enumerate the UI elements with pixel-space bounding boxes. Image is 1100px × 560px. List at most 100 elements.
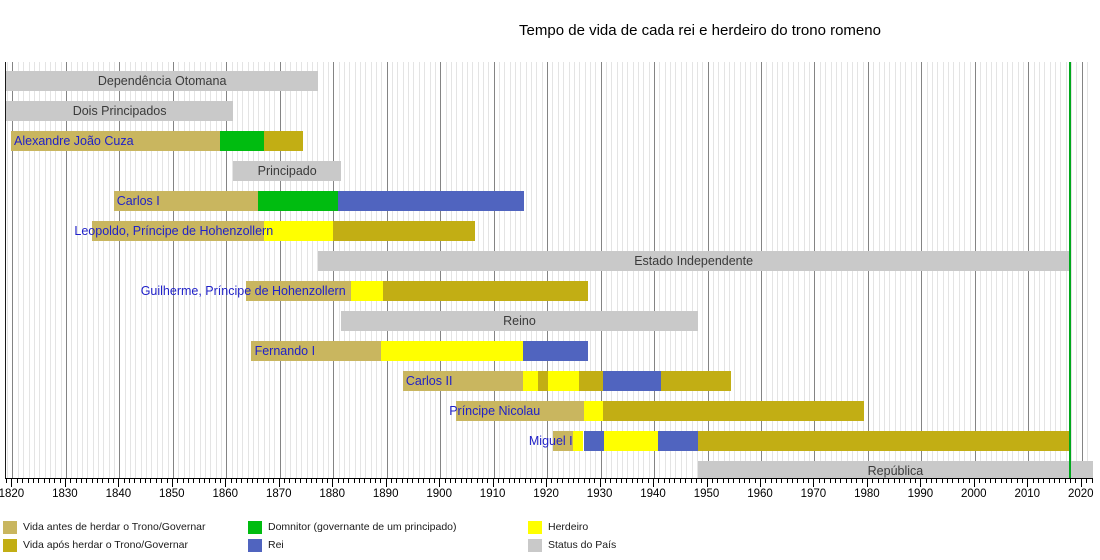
minor-tick bbox=[289, 479, 291, 483]
person-label: Carlos II bbox=[405, 374, 453, 388]
after-swatch bbox=[3, 539, 17, 552]
bar-segment-rei bbox=[603, 371, 661, 391]
year-gridline bbox=[269, 62, 271, 478]
bar-segment-after bbox=[382, 281, 589, 301]
minor-tick bbox=[1070, 479, 1072, 483]
minor-tick bbox=[498, 479, 499, 483]
axis-tick-label: 1880 bbox=[319, 488, 345, 500]
year-gridline bbox=[167, 62, 169, 478]
minor-tick bbox=[236, 479, 237, 483]
major-tick bbox=[385, 479, 387, 487]
bar-segment-herdeiro bbox=[604, 431, 659, 451]
year-gridline bbox=[247, 62, 249, 478]
minor-tick bbox=[86, 479, 88, 483]
minor-tick bbox=[342, 479, 344, 483]
minor-tick bbox=[604, 479, 606, 483]
minor-tick bbox=[246, 479, 248, 483]
year-gridline bbox=[301, 62, 303, 478]
timeline-row: Fernando I bbox=[6, 341, 1093, 361]
minor-tick bbox=[326, 479, 328, 483]
bar-segment-before bbox=[113, 191, 259, 211]
minor-tick bbox=[102, 479, 104, 483]
year-gridline bbox=[23, 62, 25, 478]
minor-tick bbox=[380, 479, 382, 483]
minor-tick bbox=[139, 479, 141, 483]
minor-tick bbox=[1043, 479, 1045, 483]
year-gridline bbox=[81, 62, 83, 478]
minor-tick bbox=[957, 479, 959, 483]
present-day-line bbox=[1068, 62, 1071, 478]
year-gridline bbox=[76, 62, 78, 478]
minor-tick bbox=[300, 479, 302, 483]
minor-tick bbox=[915, 479, 916, 483]
timeline-row: Carlos I bbox=[6, 191, 1093, 211]
bar-segment-before bbox=[251, 341, 382, 361]
timeline-row: Príncipe Nicolau bbox=[6, 401, 1093, 421]
year-gridline bbox=[156, 62, 158, 478]
minor-tick bbox=[882, 479, 884, 483]
status-label: Estado Independente bbox=[634, 254, 754, 268]
minor-tick bbox=[626, 479, 628, 483]
minor-tick bbox=[877, 479, 879, 483]
minor-tick bbox=[1059, 479, 1061, 483]
minor-tick bbox=[663, 479, 665, 483]
minor-tick bbox=[952, 479, 954, 483]
major-tick bbox=[920, 479, 922, 487]
minor-tick bbox=[594, 479, 596, 483]
minor-tick bbox=[572, 479, 574, 483]
decade-gridline bbox=[65, 62, 67, 478]
minor-tick bbox=[979, 479, 981, 483]
year-gridline bbox=[306, 62, 308, 478]
year-gridline bbox=[204, 62, 206, 478]
major-tick bbox=[332, 479, 334, 487]
year-gridline bbox=[33, 62, 35, 478]
rei-swatch bbox=[248, 539, 262, 552]
year-gridline bbox=[242, 62, 244, 478]
minor-tick bbox=[690, 479, 692, 483]
domnitor-swatch bbox=[248, 521, 262, 534]
axis-tick-label: 1860 bbox=[212, 488, 239, 500]
year-gridline bbox=[1092, 62, 1093, 478]
minor-tick bbox=[369, 479, 371, 483]
minor-tick bbox=[524, 479, 526, 483]
minor-tick bbox=[792, 479, 793, 483]
minor-tick bbox=[22, 479, 24, 483]
year-gridline bbox=[194, 62, 196, 478]
minor-tick bbox=[829, 479, 831, 483]
bar-segment-status bbox=[341, 311, 698, 331]
minor-tick bbox=[679, 479, 681, 483]
axis-tick-label: 1870 bbox=[266, 488, 292, 500]
minor-tick bbox=[508, 479, 510, 483]
year-gridline bbox=[183, 62, 185, 478]
decade-gridline bbox=[279, 62, 281, 478]
minor-tick bbox=[615, 479, 617, 483]
bar-segment-after bbox=[538, 371, 549, 391]
minor-tick bbox=[808, 479, 810, 483]
minor-tick bbox=[845, 479, 847, 483]
year-gridline bbox=[317, 62, 319, 478]
minor-tick bbox=[257, 479, 259, 483]
minor-tick bbox=[407, 479, 409, 483]
year-gridline bbox=[290, 62, 292, 478]
minor-tick bbox=[551, 479, 553, 483]
minor-tick bbox=[203, 479, 205, 483]
minor-tick bbox=[38, 479, 40, 483]
minor-tick bbox=[738, 479, 740, 483]
year-gridline bbox=[295, 62, 297, 478]
legend-label: Vida após herdar o Trono/Governar bbox=[23, 539, 188, 551]
minor-tick bbox=[567, 479, 569, 483]
minor-tick bbox=[348, 479, 350, 483]
minor-tick bbox=[316, 479, 318, 483]
bar-segment-before bbox=[456, 401, 584, 421]
decade-gridline bbox=[12, 62, 14, 478]
axis-tick-label: 1820 bbox=[0, 488, 25, 500]
minor-tick bbox=[198, 479, 200, 483]
minor-tick bbox=[925, 479, 927, 483]
bar-segment-herdeiro bbox=[548, 371, 580, 391]
bar-segment-rei bbox=[338, 191, 525, 211]
person-label: Leopoldo, Príncipe de Hohenzollern bbox=[74, 224, 274, 238]
minor-tick bbox=[54, 479, 56, 483]
minor-tick bbox=[984, 479, 986, 483]
minor-tick bbox=[931, 479, 933, 483]
